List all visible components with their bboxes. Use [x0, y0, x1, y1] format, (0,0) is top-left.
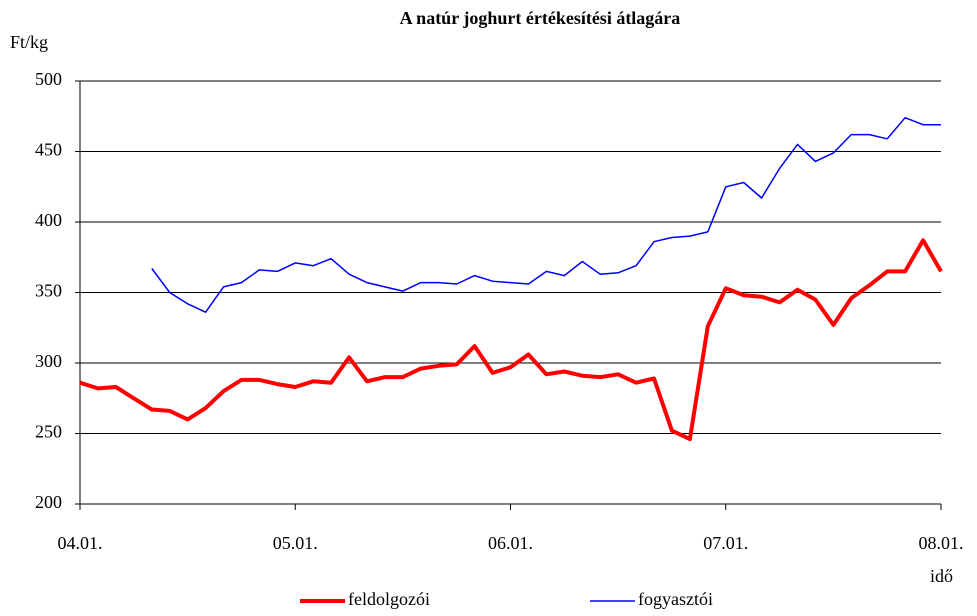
y-tick-label: 200	[35, 492, 62, 512]
y-tick-label: 350	[35, 281, 62, 301]
y-tick-label: 450	[35, 140, 62, 160]
series-line	[151, 116, 941, 313]
x-tick-label: 07.01.	[703, 533, 748, 553]
x-axis-label: idő	[930, 566, 953, 586]
y-axis-label: Ft/kg	[10, 32, 48, 52]
series-line	[79, 238, 943, 442]
y-tick-label: 300	[35, 351, 62, 371]
legend-label: feldolgozói	[348, 589, 430, 609]
legend-label: fogyasztói	[638, 589, 713, 609]
x-tick-label: 08.01.	[919, 533, 964, 553]
x-tick-label: 06.01.	[488, 533, 533, 553]
x-tick-label: 04.01.	[58, 533, 103, 553]
y-tick-label: 250	[35, 422, 62, 442]
chart-title: A natúr joghurt értékesítési átlagára	[400, 8, 681, 28]
y-tick-label: 400	[35, 210, 62, 230]
x-tick-label: 05.01.	[273, 533, 318, 553]
y-tick-label: 500	[35, 69, 62, 89]
